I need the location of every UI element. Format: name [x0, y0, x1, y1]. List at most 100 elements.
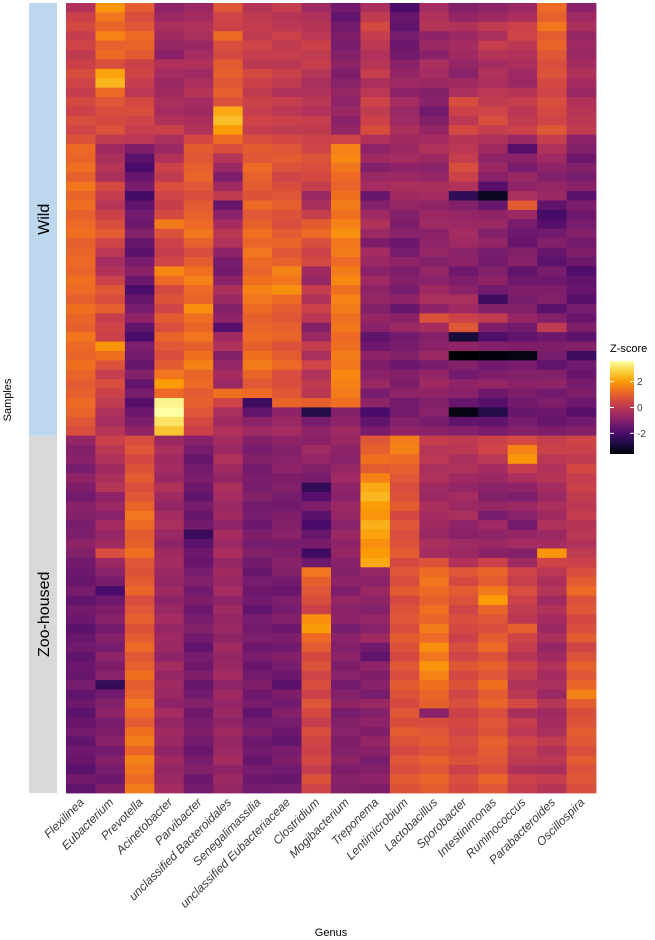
heatmap-cell [95, 736, 126, 747]
heatmap-cell [331, 3, 361, 13]
heatmap-cell [566, 350, 597, 361]
heatmap-cell [183, 238, 214, 248]
heatmap-cell [301, 717, 332, 728]
heatmap-cell [478, 435, 509, 446]
heatmap-cell [301, 106, 332, 117]
heatmap-cell [331, 492, 361, 502]
heatmap-cell [566, 144, 597, 154]
heatmap-cell [566, 209, 597, 220]
heatmap-cell [66, 454, 96, 465]
heatmap-cell [66, 557, 96, 568]
heatmap-cell [154, 3, 185, 13]
heatmap-cell [537, 341, 567, 352]
heatmap-cell [66, 463, 96, 474]
heatmap-cell [301, 614, 332, 625]
heatmap-cell [124, 50, 155, 60]
heatmap-cell [507, 717, 538, 728]
heatmap-cell [66, 614, 96, 625]
heatmap-cell [389, 31, 420, 42]
heatmap-cell [389, 445, 420, 455]
heatmap-cell [154, 698, 185, 709]
heatmap-cell [507, 736, 538, 747]
heatmap-cell [537, 454, 567, 465]
heatmap-cell [419, 209, 450, 220]
heatmap-cell [242, 68, 273, 79]
heatmap-cell [419, 78, 450, 89]
heatmap-cell [478, 407, 509, 418]
heatmap-cell [242, 341, 273, 352]
heatmap-cell [124, 463, 155, 474]
heatmap-cell [419, 191, 450, 201]
heatmap-cell [272, 755, 302, 766]
heatmap-cell [507, 322, 538, 333]
heatmap-cell [478, 576, 509, 587]
heatmap-cell [360, 285, 391, 295]
heatmap-cell [124, 482, 155, 493]
heatmap-cell [448, 755, 479, 766]
heatmap-cell [360, 153, 391, 164]
heatmap-cell [124, 228, 155, 239]
heatmap-cell [566, 294, 597, 305]
heatmap-cell [389, 463, 420, 474]
heatmap-cell [331, 548, 361, 559]
heatmap-cell [124, 445, 155, 455]
heatmap-cell [124, 510, 155, 521]
heatmap-cell [95, 774, 126, 784]
heatmap-cell [183, 59, 214, 70]
heatmap-cell [478, 623, 509, 634]
heatmap-cell [507, 727, 538, 737]
heatmap-cell [66, 698, 96, 709]
heatmap-cell [154, 360, 185, 371]
heatmap-cell [360, 200, 391, 211]
heatmap-cell [213, 567, 244, 578]
heatmap-cell [95, 125, 126, 136]
heatmap-cell [242, 350, 273, 361]
heatmap-cell [360, 379, 391, 389]
heatmap-cell [448, 12, 479, 23]
heatmap-cell [507, 670, 538, 681]
heatmap-cell [507, 398, 538, 408]
heatmap-cell [448, 595, 479, 606]
heatmap-cell [95, 181, 126, 192]
heatmap-cell [124, 745, 155, 756]
heatmap-cell [213, 238, 244, 248]
heatmap-cell [331, 435, 361, 446]
heatmap-cell [301, 97, 332, 107]
heatmap-cell [213, 322, 244, 333]
heatmap-cell [448, 275, 479, 286]
heatmap-cell [301, 31, 332, 42]
heatmap-cell [242, 275, 273, 286]
heatmap-cell [66, 623, 96, 634]
heatmap-cell [154, 275, 185, 286]
heatmap-cell [448, 322, 479, 333]
heatmap-cell [537, 398, 567, 408]
heatmap-cell [213, 557, 244, 568]
heatmap-cell [566, 200, 597, 211]
heatmap-cell [66, 435, 96, 446]
heatmap-cell [95, 783, 126, 794]
heatmap-cell [124, 614, 155, 625]
heatmap-cell [183, 454, 214, 465]
heatmap-cell [448, 266, 479, 277]
heatmap-cell [360, 303, 391, 314]
heatmap-cell [213, 642, 244, 653]
heatmap-cell [448, 727, 479, 737]
heatmap-cell [183, 745, 214, 756]
heatmap-cell [301, 285, 332, 295]
heatmap-cell [419, 360, 450, 371]
heatmap-cell [183, 181, 214, 192]
heatmap-cell [478, 727, 509, 737]
heatmap-cell [154, 510, 185, 521]
heatmap-cell [331, 350, 361, 361]
heatmap-cell [478, 247, 509, 258]
heatmap-cell [66, 764, 96, 775]
heatmap-cell [419, 783, 450, 794]
heatmap-cell [301, 755, 332, 766]
heatmap-cell [566, 736, 597, 747]
heatmap-cell [213, 275, 244, 286]
heatmap-cell [213, 492, 244, 502]
heatmap-cell [272, 604, 302, 615]
legend-tick-label: 2 [637, 377, 643, 388]
heatmap-cell [213, 369, 244, 380]
heatmap-cell [360, 50, 391, 60]
